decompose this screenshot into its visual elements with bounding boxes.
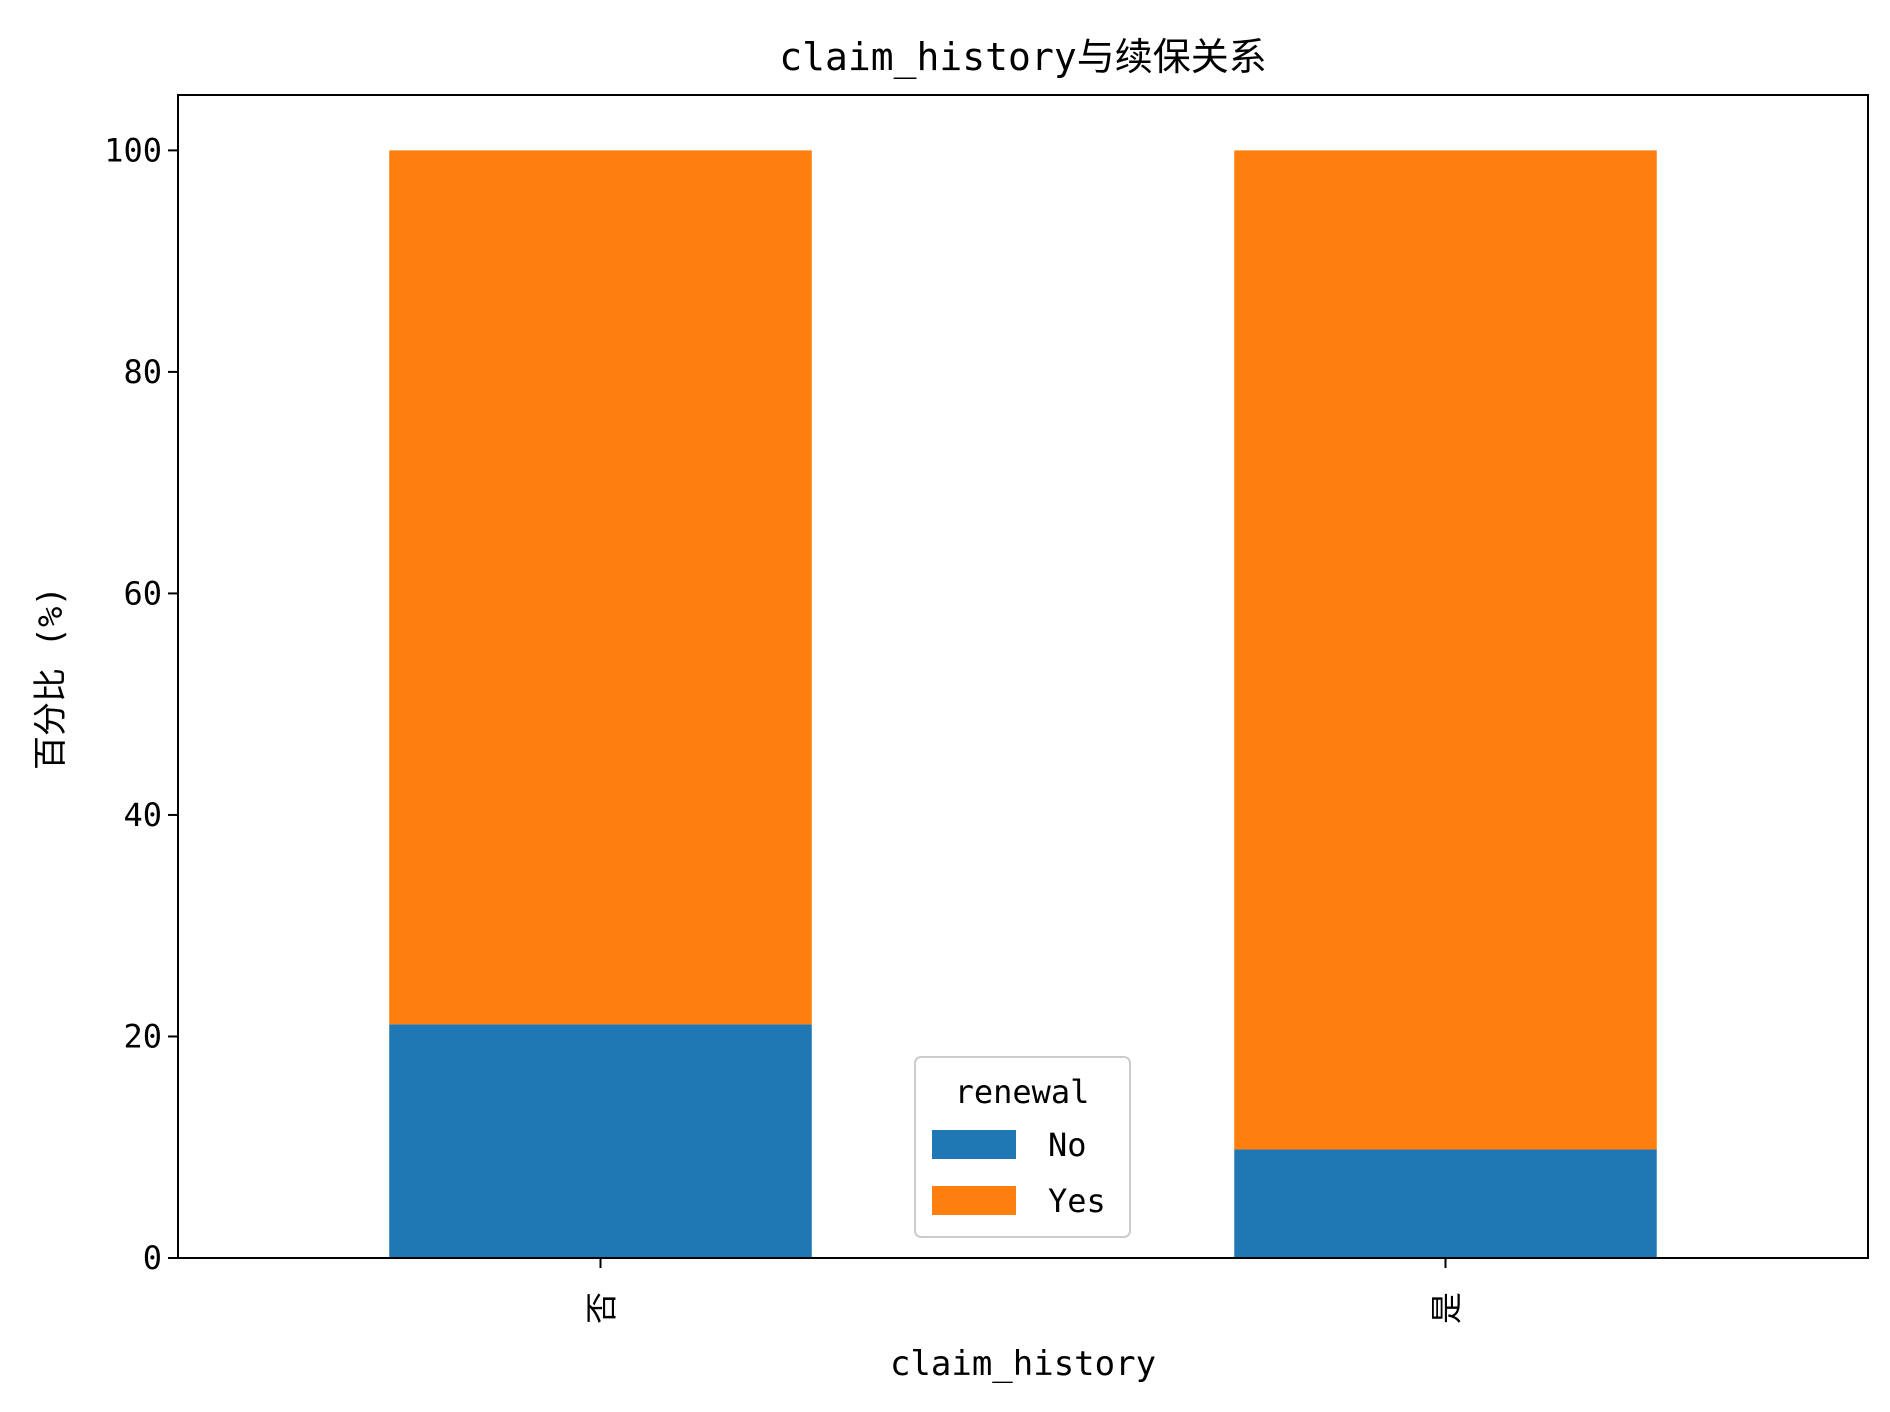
legend-entries: No Yes: [932, 1126, 1106, 1220]
bar-no-2: [1234, 1149, 1657, 1258]
x-axis-ticks: 否是: [583, 1258, 1466, 1324]
x-tick-label: 否: [583, 1292, 621, 1324]
legend-swatch-no: [932, 1130, 1016, 1159]
y-axis-label: 百分比 (%): [31, 586, 71, 770]
x-tick-label: 是: [1428, 1292, 1466, 1324]
x-axis-label: claim_history: [890, 1344, 1156, 1384]
y-tick-label: 40: [123, 796, 162, 834]
legend-label-yes: Yes: [1048, 1182, 1106, 1220]
legend-swatch-yes: [932, 1186, 1016, 1215]
y-tick-label: 80: [123, 353, 162, 391]
legend-title: renewal: [955, 1073, 1090, 1111]
y-tick-label: 0: [143, 1239, 162, 1277]
y-tick-label: 20: [123, 1017, 162, 1055]
bar-no-1: [389, 1024, 812, 1258]
legend: renewal No Yes: [914, 1056, 1131, 1238]
bar-yes-2: [1234, 150, 1657, 1150]
bars-layer: [389, 150, 1657, 1258]
legend-label-no: No: [1048, 1126, 1087, 1164]
y-axis-ticks: 0 20 40 60 80 100: [104, 131, 178, 1277]
chart-title: claim_history与续保关系: [779, 35, 1266, 80]
y-tick-label: 60: [123, 574, 162, 612]
bar-yes-1: [389, 150, 812, 1025]
y-tick-label: 100: [104, 131, 162, 169]
plot-frame: [177, 94, 1869, 1259]
